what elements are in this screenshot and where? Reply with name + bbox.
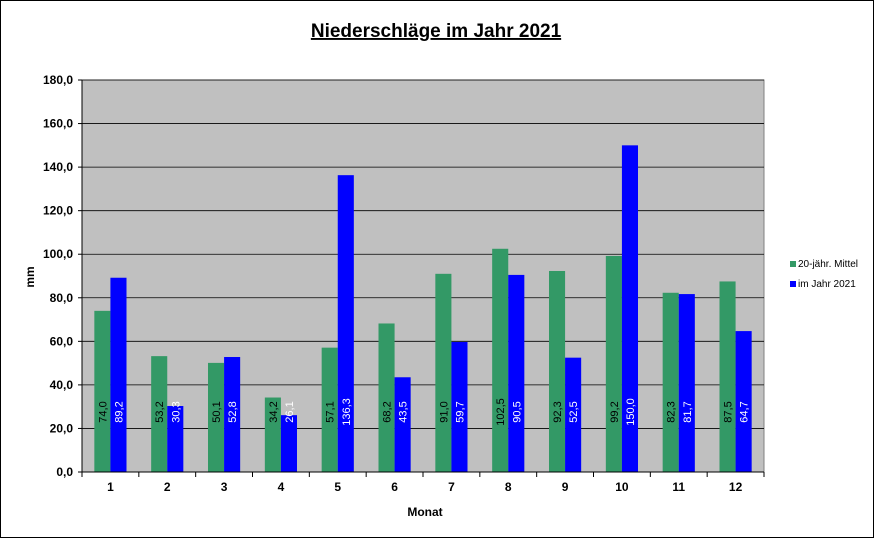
plot-area — [81, 79, 765, 473]
data-label: 68,2 — [382, 401, 394, 422]
data-label: 89,2 — [113, 401, 125, 422]
legend-swatch — [790, 261, 796, 267]
bar — [394, 377, 411, 472]
legend: 20-jähr. Mittel im Jahr 2021 — [790, 259, 858, 290]
bar — [435, 273, 452, 472]
data-labels: 74,0 53,2 50,1 34,2 57,1 68,2 91,0 102,5 92,3 99,… — [97, 398, 750, 426]
x-tick-label: 11 — [672, 480, 685, 494]
x-tick-label: 2 — [164, 480, 171, 494]
x-tick-label: 8 — [505, 480, 512, 494]
x-tick-label: 4 — [278, 480, 285, 494]
data-label: 52,8 — [227, 401, 239, 422]
bar — [662, 292, 679, 472]
data-label: 87,5 — [723, 401, 735, 422]
bar — [224, 357, 241, 472]
bar — [337, 175, 354, 472]
y-tick-label: 160,0 — [43, 117, 73, 131]
x-axis: 1 2 3 4 5 6 7 8 9 10 11 12 — [81, 471, 765, 494]
data-label: 92,3 — [552, 401, 564, 422]
y-tick-label: 40,0 — [50, 378, 74, 392]
bar — [605, 255, 622, 472]
data-label: 52,5 — [568, 401, 580, 422]
bar — [621, 145, 639, 473]
bar — [264, 397, 281, 472]
bars — [94, 145, 752, 473]
bar — [548, 270, 566, 472]
data-label: 99,2 — [609, 401, 621, 422]
bar — [735, 331, 752, 472]
bar — [565, 357, 582, 472]
data-label: 43,5 — [398, 401, 410, 422]
bar — [167, 406, 184, 472]
bar — [321, 347, 338, 472]
x-tick-label: 10 — [615, 480, 629, 494]
bar — [451, 341, 468, 472]
y-tick-label: 20,0 — [50, 421, 74, 435]
x-tick-label: 5 — [334, 480, 341, 494]
y-tick-label: 80,0 — [50, 291, 74, 305]
gridlines — [82, 79, 764, 429]
y-tick-label: 120,0 — [43, 204, 73, 218]
bar — [207, 362, 225, 472]
x-tick-label: 9 — [562, 480, 569, 494]
data-label: 102,5 — [495, 398, 507, 426]
bar — [280, 415, 298, 472]
bar — [719, 281, 736, 472]
data-label: 150,0 — [625, 398, 637, 426]
data-label: 50,1 — [211, 401, 223, 422]
data-label: 59,7 — [454, 401, 466, 422]
data-label: 53,2 — [154, 401, 166, 422]
bar — [94, 310, 111, 472]
data-label: 90,5 — [511, 401, 523, 422]
x-tick-label: 12 — [729, 480, 743, 494]
y-tick-label: 140,0 — [43, 160, 73, 174]
data-label: 57,1 — [325, 401, 337, 422]
legend-label: im Jahr 2021 — [798, 279, 856, 290]
data-label: 64,7 — [739, 401, 751, 422]
bar — [678, 294, 695, 472]
x-tick-label: 3 — [221, 480, 228, 494]
data-label: 74,0 — [97, 401, 109, 422]
legend-label: 20-jähr. Mittel — [798, 259, 858, 270]
data-label: 136,3 — [341, 398, 353, 426]
y-tick-label: 60,0 — [50, 334, 74, 348]
data-label: 82,3 — [666, 401, 678, 422]
x-tick-label: 7 — [448, 480, 455, 494]
chart-title: Niederschläge im Jahr 2021 — [311, 21, 562, 42]
data-label: 30,3 — [170, 401, 182, 422]
y-axis-title: mm — [23, 266, 37, 287]
legend-swatch — [790, 281, 796, 287]
data-label: 26,1 — [284, 401, 296, 422]
y-tick-label: 180,0 — [43, 73, 73, 87]
bar — [492, 248, 509, 472]
bar — [378, 323, 395, 472]
x-tick-label: 1 — [107, 480, 114, 494]
x-tick-label: 6 — [391, 480, 398, 494]
bar — [508, 274, 525, 472]
data-label: 34,2 — [268, 401, 280, 422]
data-label: 91,0 — [438, 401, 450, 422]
x-axis-title: Monat — [407, 505, 442, 519]
bar — [151, 356, 168, 472]
bar — [110, 277, 127, 472]
y-tick-label: 100,0 — [43, 247, 73, 261]
y-tick-label: 0,0 — [56, 465, 73, 479]
y-axis: 0,0 20,0 40,0 60,0 80,0 100,0 120,0 140,0 160,0 1… — [43, 73, 83, 479]
data-label: 81,7 — [682, 401, 694, 422]
